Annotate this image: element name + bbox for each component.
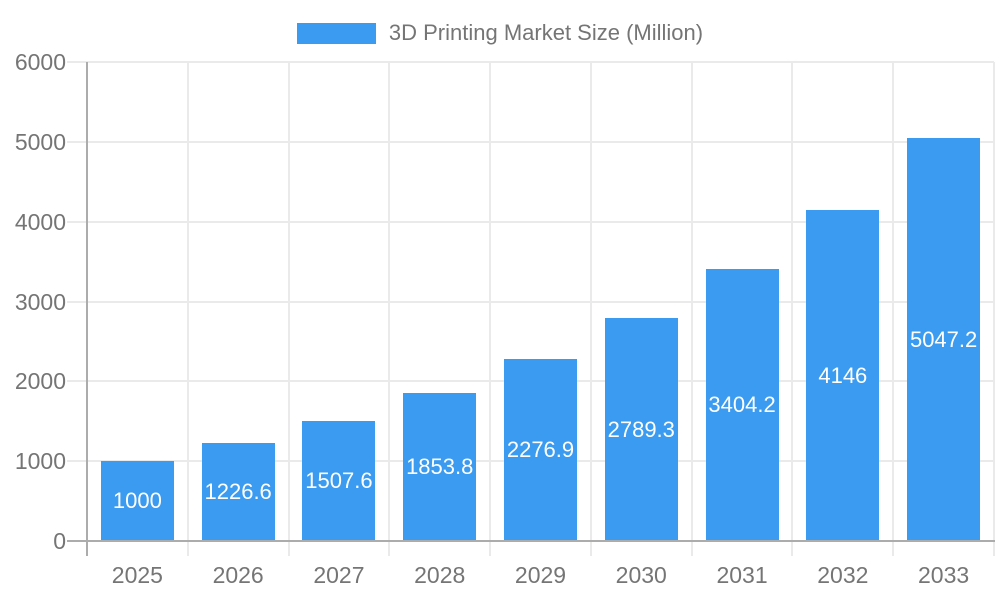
gridline-y-4000 (67, 220, 994, 223)
bar-value-label-2026: 1226.6 (204, 479, 272, 505)
bar-value-label-2032: 4146 (818, 362, 868, 388)
chart-legend[interactable]: 3D Printing Market Size (Million) (0, 20, 1000, 45)
x-axis-label-2026: 2026 (212, 562, 264, 588)
gridline-y-3000 (67, 300, 994, 303)
bar-value-label-2030: 2789.3 (607, 416, 675, 442)
gridline-x-boundary-6 (690, 62, 693, 556)
y-axis-label-4000: 4000 (14, 208, 66, 235)
y-axis-label-5000: 5000 (14, 128, 66, 155)
x-axis-label-2032: 2032 (817, 562, 869, 588)
gridline-x-boundary-8 (892, 62, 895, 556)
gridline-y-5000 (67, 140, 994, 143)
y-axis-label-1000: 1000 (14, 448, 66, 475)
y-axis-label-2000: 2000 (14, 368, 66, 395)
gridline-x-boundary-1 (186, 62, 189, 556)
bar-2028[interactable] (403, 393, 477, 541)
bar-value-label-2027: 1507.6 (305, 467, 373, 493)
bar-2025[interactable] (100, 461, 174, 541)
bar-2031[interactable] (705, 269, 779, 541)
y-axis-line (86, 62, 88, 556)
x-axis-label-2028: 2028 (414, 562, 466, 588)
gridline-x-boundary-2 (287, 62, 290, 556)
x-axis-label-2033: 2033 (918, 562, 970, 588)
legend-label: 3D Printing Market Size (Million) (388, 20, 704, 45)
gridline-y-6000 (67, 61, 994, 63)
gridline-x-boundary-7 (791, 62, 794, 556)
bar-2032[interactable] (806, 210, 880, 541)
legend-swatch-icon (296, 22, 376, 44)
x-axis-label-2030: 2030 (615, 562, 667, 588)
y-axis-label-3000: 3000 (14, 288, 66, 315)
bar-value-label-2031: 3404.2 (708, 392, 776, 418)
bar-value-label-2025: 1000 (112, 488, 162, 514)
bar-value-label-2029: 2276.9 (506, 437, 575, 463)
x-axis-label-2029: 2029 (514, 562, 567, 588)
bar-2029[interactable] (504, 359, 577, 541)
y-axis-label-0: 0 (53, 528, 66, 554)
x-axis-label-2027: 2027 (313, 562, 365, 588)
gridline-x-boundary-5 (589, 62, 592, 556)
y-axis-label-6000: 6000 (14, 49, 66, 75)
x-axis-label-2025: 2025 (111, 562, 163, 588)
gridline-x-boundary-3 (388, 62, 391, 556)
x-axis-label-2031: 2031 (716, 562, 768, 588)
bar-2033[interactable] (907, 138, 981, 541)
bar-2026[interactable] (201, 443, 275, 541)
x-axis-line (67, 540, 995, 542)
gridline-x-boundary-9 (993, 62, 995, 556)
bar-2030[interactable] (604, 318, 678, 541)
gridline-x-boundary-4 (489, 62, 492, 556)
bar-value-label-2028: 1853.8 (406, 454, 474, 479)
bar-value-label-2033: 5047.2 (909, 326, 978, 352)
bar-2027[interactable] (302, 420, 376, 541)
